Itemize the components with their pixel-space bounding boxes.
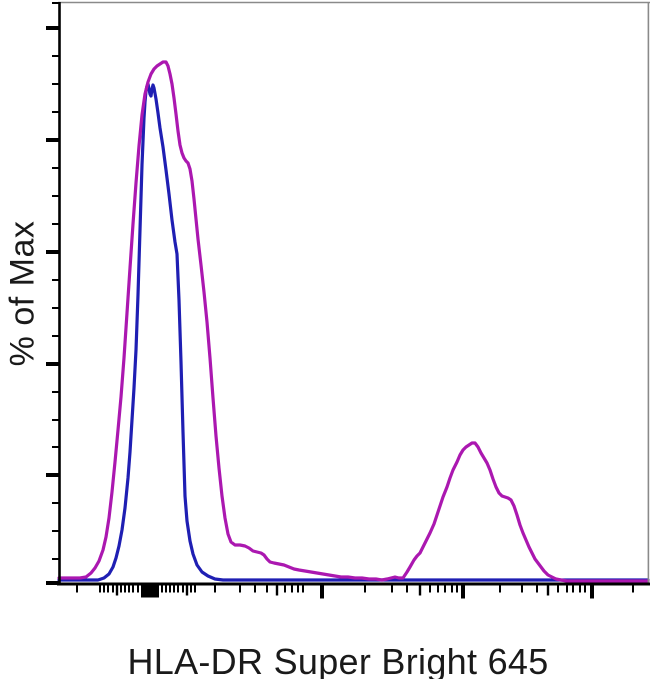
x-tick-blob bbox=[141, 585, 159, 598]
y-axis-label: % of Max bbox=[3, 220, 42, 367]
curve-blue bbox=[57, 82, 650, 582]
x-axis-label: HLA-DR Super Bright 645 bbox=[127, 641, 549, 679]
curve-magenta bbox=[57, 60, 650, 583]
